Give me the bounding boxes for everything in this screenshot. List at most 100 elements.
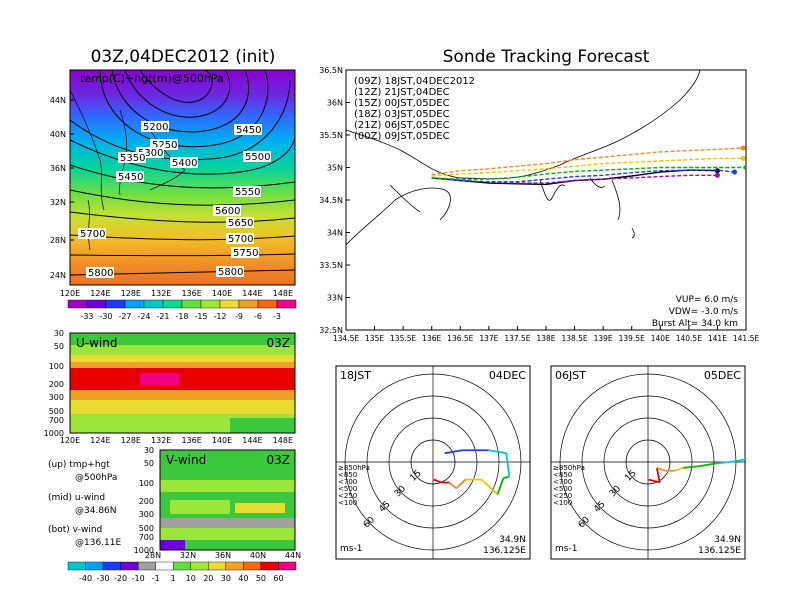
param-vup: VUP= 6.0 m/s (676, 295, 739, 305)
pressure-tick-label: 1000 (44, 429, 64, 438)
pressure-tick-label: 700 (49, 416, 64, 425)
hodograph-segment (697, 462, 716, 468)
param-vdw: VDW= -3.0 m/s (669, 307, 739, 317)
level-legend-item: <250 (553, 492, 572, 500)
track-map: 36.5N 36N 35.5N 35N 34.5N 34N 33.5N 33N 32.5N 13… (319, 66, 759, 343)
lat-tick-label: 36.5N (319, 66, 343, 75)
colorbar-label: -1 (152, 574, 160, 583)
lat-tick-label: 32N (50, 198, 66, 207)
lat-tick-label: 40N (50, 130, 66, 139)
hodo-date: 05DEC (704, 369, 741, 382)
colorbar-label: 10 (186, 574, 196, 583)
lon-tick-label: 140.5E (676, 334, 702, 343)
lon-tick-label: 148E (273, 289, 293, 298)
track-line (431, 166, 746, 180)
lon-tick-label: 137.5E (504, 334, 530, 343)
pressure-tick-label: 50 (144, 459, 154, 468)
hodo-lon: 136.125E (698, 546, 741, 556)
note-bot-title: (bot) v-wind (48, 525, 102, 535)
track-endpoint (740, 145, 746, 151)
colorbar-label: -33 (80, 312, 93, 321)
colorbar-swatch (257, 299, 278, 309)
level-legend-item: <500 (553, 485, 572, 493)
colorbar-swatch (208, 561, 227, 571)
track-legend: (09Z) 18JST,04DEC2012(12Z) 21JST,04DEC(1… (354, 76, 475, 142)
vwind-label: V-wind (166, 453, 206, 467)
contour-label-bg (136, 147, 164, 158)
lon-tick-label: 132E (151, 436, 171, 445)
lat-tick-label: 44N (50, 96, 66, 105)
pressure-tick-label: 1000 (134, 546, 154, 555)
hodo-time: 18JST (340, 369, 371, 382)
colorbar-swatch (67, 561, 86, 571)
track-lat-axis: 36.5N 36N 35.5N 35N 34.5N 34N 33.5N 33N 32.5N (319, 66, 350, 335)
hodo-time: 06JST (555, 369, 586, 382)
level-legend-item: <500 (338, 485, 357, 493)
note-up-title: (up) tmp+hgt (48, 460, 110, 470)
hodograph-segment (505, 453, 511, 477)
contour-label-bg (118, 152, 146, 163)
map-frame (69, 69, 296, 286)
lon-tick-label: 139E (594, 334, 613, 343)
hodograph-segment (496, 477, 505, 495)
contour-label-bg (216, 266, 244, 277)
note-up-sub: @500hPa (75, 473, 117, 483)
track-legend-item: (09Z) 18JST,04DEC2012 (354, 76, 475, 87)
lon-tick-label: 139.5E (619, 334, 645, 343)
contour-label-bg (86, 267, 114, 278)
contour-label: 5700 (228, 234, 253, 245)
contour-label-bg (213, 205, 241, 216)
contour-label: 5800 (218, 267, 243, 278)
lat-tick-label: 28N (145, 551, 161, 560)
lon-tick-label: 140E (212, 289, 232, 298)
colorbar-swatch (124, 299, 145, 309)
colorbar-swatch (86, 299, 107, 309)
lat-tick-label: 44N (285, 551, 301, 560)
lat-tick-label: 33N (327, 294, 343, 303)
colorbar-swatch (155, 561, 174, 571)
track-endpoint (732, 169, 738, 175)
colorbar-label: 20 (203, 574, 213, 583)
note-bot-sub: @136.11E (75, 538, 121, 548)
hodo-lat: 34.9N (499, 535, 526, 545)
lat-tick-label: 36N (327, 99, 343, 108)
colorbar-swatch (278, 561, 297, 571)
colorbar-swatch (238, 299, 259, 309)
lon-tick-label: 136.5E (447, 334, 473, 343)
hodo-lat: 34.9N (714, 535, 741, 545)
height-contours (70, 70, 295, 276)
lat-tick-label: 36N (215, 551, 231, 560)
track-legend-item: (15Z) 00JST,05DEC (354, 98, 450, 109)
contour-label: 5650 (228, 218, 253, 229)
hodograph-segment (715, 461, 731, 465)
colorbar-label: -15 (194, 312, 207, 321)
colorbar-swatch (143, 299, 164, 309)
vwind-lat-axis: 28N 32N 36N 40N 44N (145, 551, 301, 560)
lon-tick-label: 137E (479, 334, 498, 343)
contour-label: 5350 (120, 153, 145, 164)
colorbar-label: -21 (156, 312, 169, 321)
uwind-lon-axis: 120E 124E 128E 132E 136E 140E 144E 148E (60, 436, 293, 445)
hodograph-segment (683, 465, 698, 469)
contour-label-bg (243, 151, 271, 162)
colorbar-swatch (173, 561, 191, 571)
colorbar-label: -3 (273, 312, 281, 321)
panel-notes: (up) tmp+hgt @500hPa (mid) u-wind @34.86… (48, 460, 121, 548)
track-frame (345, 69, 747, 331)
colorbar-label: 60 (273, 574, 283, 583)
colorbar-swatch (260, 561, 279, 571)
lon-tick-label: 141.5E (733, 334, 759, 343)
lon-tick-label: 124E (90, 436, 110, 445)
hodograph-segment (455, 478, 466, 490)
hodograph-segment (656, 467, 666, 472)
colorbar-swatch (102, 561, 121, 571)
track-lines (431, 145, 746, 186)
level-legend-item: <250 (338, 492, 357, 500)
colorbar-label: -9 (235, 312, 243, 321)
lon-tick-label: 141E (708, 334, 727, 343)
track-endpoint (743, 165, 746, 170)
lon-tick-label: 128E (121, 436, 141, 445)
